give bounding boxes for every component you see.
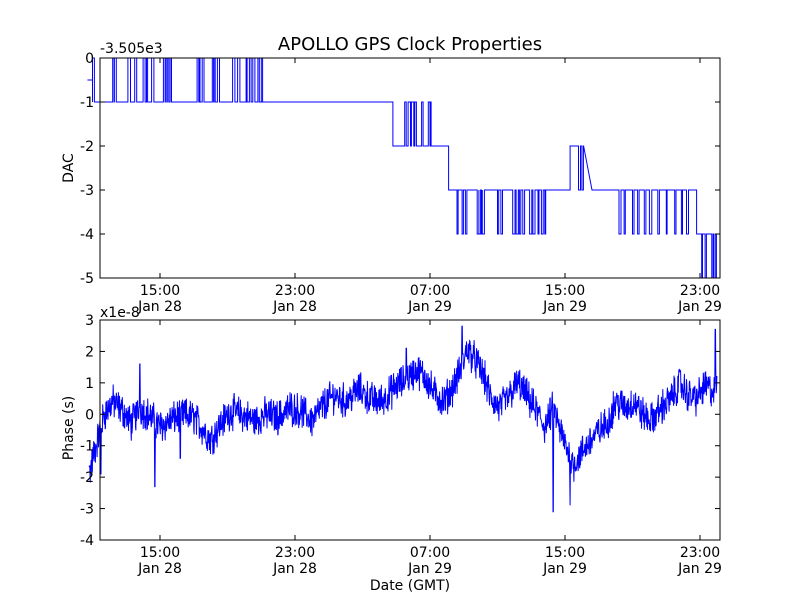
dac-y-tick-label: 0 <box>85 51 94 67</box>
phase-y-tick-label: -4 <box>80 533 94 549</box>
phase-y-tick-label: 1 <box>85 376 94 392</box>
phase-x-tick-label-date: Jan 28 <box>272 561 317 577</box>
dac-x-tick-label-date: Jan 29 <box>677 299 722 315</box>
dac-x-tick-label-time: 15:00 <box>545 283 585 299</box>
phase-axes-frame <box>99 319 721 541</box>
dac-x-tick-label-time: 07:00 <box>410 283 450 299</box>
phase-x-tick-label-time: 07:00 <box>410 545 450 561</box>
dac-y-tick-label: -1 <box>80 95 94 111</box>
phase-x-tick-label-time: 15:00 <box>140 545 180 561</box>
phase-x-tick-label-time: 23:00 <box>680 545 720 561</box>
dac-x-tick-label-date: Jan 28 <box>272 299 317 315</box>
phase-x-tick-label-time: 15:00 <box>545 545 585 561</box>
dac-y-tick-label: -3 <box>80 183 94 199</box>
phase-panel: x1e-8 Phase (s) Date (GMT) 3 2 1 0 -1 -2 -3 -4 1… <box>61 305 722 594</box>
phase-x-tick-label-date: Jan 29 <box>407 561 452 577</box>
phase-x-tick-label-date: Jan 28 <box>137 561 182 577</box>
dac-y-tick-label: -4 <box>80 227 94 243</box>
phase-y-axis-label: Phase (s) <box>61 396 77 460</box>
dac-x-tick-label-date: Jan 29 <box>407 299 452 315</box>
dac-axes-frame <box>99 57 721 279</box>
phase-x-tick-label-time: 23:00 <box>275 545 315 561</box>
phase-y-tick-label: 2 <box>85 344 94 360</box>
dac-y-tick-label: -5 <box>80 271 94 287</box>
dac-x-tick-label-date: Jan 28 <box>137 299 182 315</box>
phase-x-axis-label: Date (GMT) <box>370 578 450 594</box>
phase-y-tick-label: -3 <box>80 502 94 518</box>
dac-y-axis-label: DAC <box>61 153 77 183</box>
dac-offset-label: -3.505e3 <box>100 41 163 57</box>
dac-x-tick-label-time: 15:00 <box>140 283 180 299</box>
dac-x-tick-label-time: 23:00 <box>680 283 720 299</box>
dac-x-tick-label-date: Jan 29 <box>542 299 587 315</box>
dac-y-tick-label: -2 <box>80 139 94 155</box>
phase-y-tick-label: 0 <box>85 407 94 423</box>
phase-y-tick-label: 3 <box>85 313 94 329</box>
phase-y-tick-label: -1 <box>80 439 94 455</box>
phase-offset-label: x1e-8 <box>100 305 140 321</box>
dac-x-tick-label-time: 23:00 <box>275 283 315 299</box>
phase-series-line <box>88 325 718 513</box>
phase-x-tick-label-date: Jan 29 <box>542 561 587 577</box>
phase-y-tick-label: -2 <box>80 470 94 486</box>
chart-title: APOLLO GPS Clock Properties <box>278 34 542 55</box>
phase-x-tick-label-date: Jan 29 <box>677 561 722 577</box>
